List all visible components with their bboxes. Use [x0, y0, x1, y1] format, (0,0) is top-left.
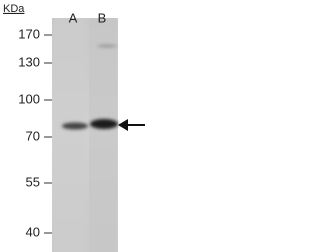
lane-a-smear	[54, 18, 84, 252]
lane-label: A	[69, 10, 78, 25]
faint-band	[97, 44, 117, 48]
unit-label: KDa	[3, 3, 25, 15]
marker-label: 40	[26, 224, 40, 239]
marker-label: 70	[26, 128, 40, 143]
band-b	[90, 119, 118, 129]
band-a	[62, 122, 88, 130]
lane-label: B	[98, 10, 107, 25]
marker-labels: 170 130 100 70 55 40	[18, 26, 52, 239]
marker-label: 170	[18, 26, 40, 41]
lane-b-smear	[89, 18, 117, 252]
marker-label: 100	[18, 91, 40, 106]
arrow	[118, 119, 145, 131]
arrow-head	[118, 119, 128, 131]
marker-label: 55	[26, 174, 40, 189]
marker-label: 130	[18, 54, 40, 69]
